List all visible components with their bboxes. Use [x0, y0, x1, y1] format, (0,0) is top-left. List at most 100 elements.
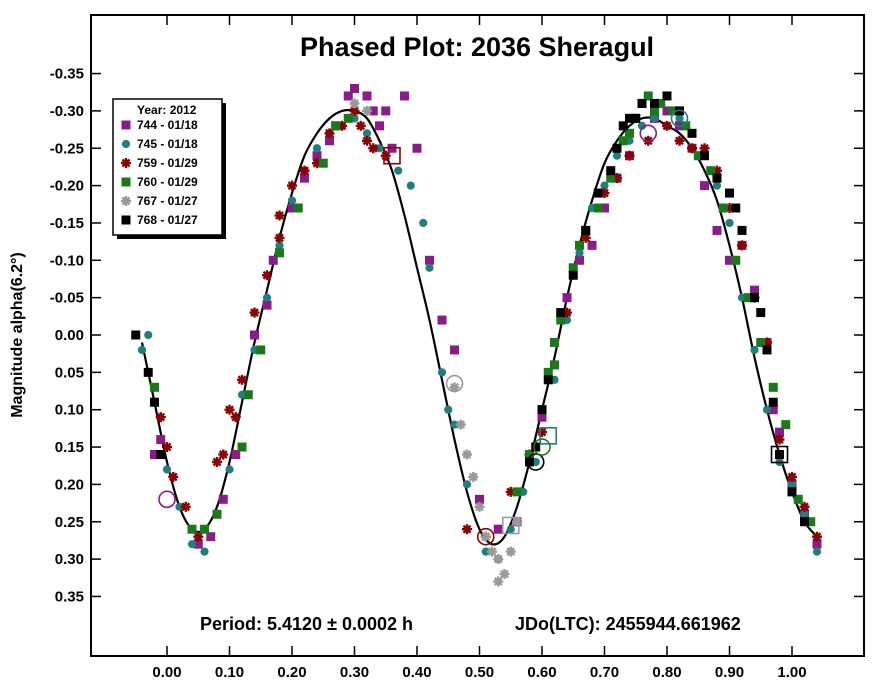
data-point	[450, 345, 459, 355]
data-point	[300, 173, 309, 183]
fit-curve	[140, 108, 818, 546]
data-point	[581, 225, 591, 235]
data-point	[812, 547, 822, 556]
data-point	[481, 547, 490, 556]
data-point	[781, 420, 791, 430]
data-point	[662, 106, 672, 116]
data-point	[331, 121, 341, 131]
data-point	[625, 113, 634, 123]
data-point	[156, 450, 166, 460]
period-annotation: Period: 5.4120 ± 0.0002 h	[200, 614, 413, 634]
data-point	[700, 151, 709, 161]
data-point	[800, 510, 809, 519]
data-point	[274, 210, 285, 221]
data-point	[143, 367, 153, 377]
data-point	[287, 196, 297, 205]
data-point	[650, 106, 659, 116]
data-point	[637, 121, 647, 130]
data-point	[725, 218, 734, 228]
data-point	[618, 136, 628, 146]
data-point	[312, 144, 322, 153]
y-tick-label: 0.35	[55, 588, 84, 605]
data-point	[725, 255, 734, 265]
y-tick-label: -0.25	[50, 140, 84, 157]
legend-entry-label: 745 - 01/18	[137, 137, 198, 151]
data-point	[268, 255, 278, 265]
data-point	[568, 263, 578, 273]
highlighted-point	[539, 427, 558, 445]
data-point	[324, 128, 335, 139]
data-point	[674, 135, 685, 146]
data-point	[587, 240, 597, 250]
data-point	[712, 181, 722, 190]
y-axis-label: Magnitude alpha(6.2°)	[9, 252, 26, 418]
data-point	[506, 525, 515, 534]
highlighted-point	[383, 146, 401, 165]
data-point	[237, 442, 247, 452]
data-point	[150, 397, 159, 407]
y-tick-label: 0.25	[55, 514, 84, 531]
legend-marker	[121, 177, 131, 187]
data-point	[437, 368, 447, 377]
data-point	[731, 255, 741, 265]
data-point	[687, 128, 697, 138]
highlighted-point	[770, 445, 789, 464]
data-point	[381, 106, 391, 116]
data-point	[230, 412, 241, 423]
data-point	[162, 465, 172, 474]
legend-entries: 744 - 01/18 745 - 01/18 759 - 01/29 760 - 0…	[121, 118, 198, 227]
data-point	[425, 263, 434, 272]
data-point	[668, 106, 678, 116]
data-point	[375, 144, 384, 153]
data-point	[287, 203, 297, 213]
data-point	[643, 91, 653, 101]
data-point	[274, 232, 285, 243]
data-point	[499, 569, 510, 580]
data-point	[349, 98, 360, 109]
data-point	[562, 293, 572, 303]
x-tick-label: 0.30	[340, 664, 369, 681]
data-point	[575, 248, 584, 257]
data-point	[618, 121, 628, 131]
data-point	[355, 120, 366, 131]
data-point	[706, 166, 716, 176]
data-points-layer	[131, 83, 822, 587]
data-point	[737, 225, 747, 235]
y-tick-label: -0.20	[50, 178, 84, 195]
data-point	[505, 546, 516, 557]
data-point	[362, 129, 372, 138]
data-point	[262, 300, 272, 310]
data-point	[718, 203, 728, 213]
data-point	[318, 158, 328, 168]
data-point	[144, 330, 153, 340]
data-point	[650, 114, 659, 123]
data-point	[368, 143, 379, 154]
data-point	[155, 412, 166, 423]
data-point	[593, 203, 603, 213]
data-point	[812, 531, 822, 542]
data-point	[568, 270, 578, 280]
data-point	[156, 435, 166, 445]
data-point	[600, 181, 609, 190]
data-point	[150, 382, 159, 392]
legend-title: Year: 2012	[137, 103, 197, 117]
data-point	[218, 494, 228, 504]
x-tick-label: 0.70	[590, 664, 619, 681]
legend-marker	[121, 158, 131, 168]
data-point	[474, 501, 485, 512]
data-point	[787, 487, 797, 497]
y-tick-label: 0.15	[55, 439, 84, 456]
data-point	[712, 225, 722, 235]
data-point	[137, 345, 147, 355]
data-point	[218, 449, 229, 460]
data-point	[343, 113, 353, 123]
data-point	[293, 203, 303, 213]
data-point	[450, 420, 459, 429]
data-point	[394, 166, 403, 175]
data-point	[543, 375, 553, 385]
highlight-points-layer	[158, 109, 789, 546]
data-point	[262, 270, 272, 281]
data-point	[625, 128, 634, 138]
data-point	[212, 509, 222, 519]
